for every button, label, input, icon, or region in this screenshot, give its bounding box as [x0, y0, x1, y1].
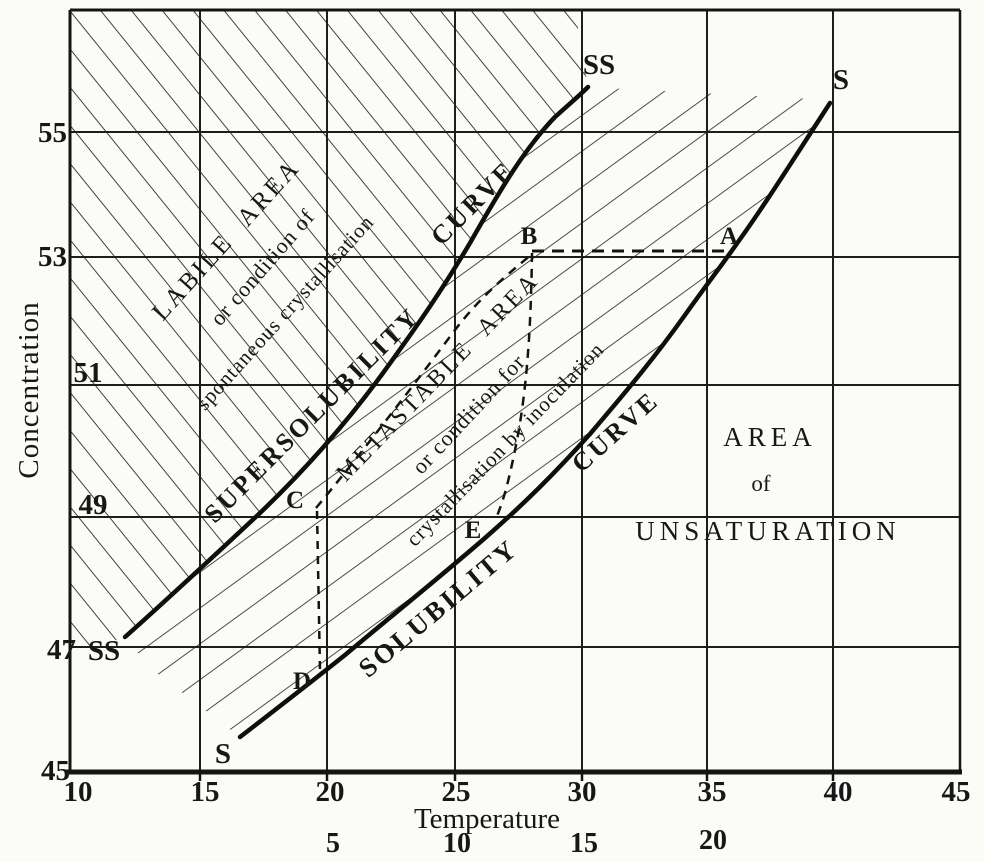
x-axis-ticks-primary: 10 15 20 25 30 35 40 45 [64, 776, 971, 808]
y-tick-49: 49 [79, 489, 108, 521]
y-tick-55: 55 [38, 117, 67, 149]
x-tick-40: 40 [824, 776, 853, 808]
point-label-e: E [465, 517, 482, 544]
axis-ticks-bottom [198, 772, 835, 781]
x-tick2-15: 15 [570, 828, 598, 859]
y-tick-51: 51 [74, 357, 103, 389]
point-label-c: C [286, 487, 304, 514]
y-axis-title: Concentration [13, 301, 45, 478]
point-label-a: A [720, 223, 738, 250]
x-tick2-5: 5 [326, 828, 340, 859]
x-tick-30: 30 [568, 776, 597, 808]
x-tick-35: 35 [698, 776, 727, 808]
curves [122, 84, 833, 740]
point-label-d: D [293, 668, 311, 695]
grid-lines [70, 10, 960, 772]
s-curve-bottom-label: S [215, 738, 231, 770]
dashed-path-b-to-e [495, 252, 534, 517]
x-tick2-20: 20 [699, 825, 727, 856]
supersolubility-curve [122, 84, 591, 640]
unsaturation-area-line3: UNSATURATION [635, 516, 901, 546]
plot-border [66, 8, 962, 781]
ss-curve-bottom-label: SS [88, 635, 120, 667]
y-tick-53: 53 [38, 241, 67, 273]
x-axis-ticks-secondary: 5 10 15 20 [326, 825, 727, 859]
unsaturation-area-line2: of [751, 471, 771, 496]
solubility-curve [237, 100, 833, 740]
y-tick-45: 45 [41, 755, 70, 787]
unsaturation-area-line1: AREA [723, 422, 817, 452]
x-tick-45: 45 [942, 776, 971, 808]
y-axis-ticks: 55 53 51 49 47 45 [38, 117, 108, 787]
x-axis-title: Temperature [414, 803, 560, 835]
s-curve-top-label: S [833, 64, 849, 96]
y-tick-47: 47 [47, 634, 76, 666]
x-tick-20: 20 [316, 776, 345, 808]
dashed-path-c-to-d [315, 510, 322, 672]
dashed-path-c-to-b [315, 253, 533, 509]
ss-curve-top-label: SS [583, 49, 615, 81]
x-tick-25: 25 [442, 776, 471, 808]
point-label-b: B [521, 223, 538, 250]
x-tick-15: 15 [191, 776, 220, 808]
x-tick-10: 10 [64, 776, 93, 808]
dashed-paths [315, 249, 731, 672]
x-tick2-10: 10 [443, 828, 471, 859]
